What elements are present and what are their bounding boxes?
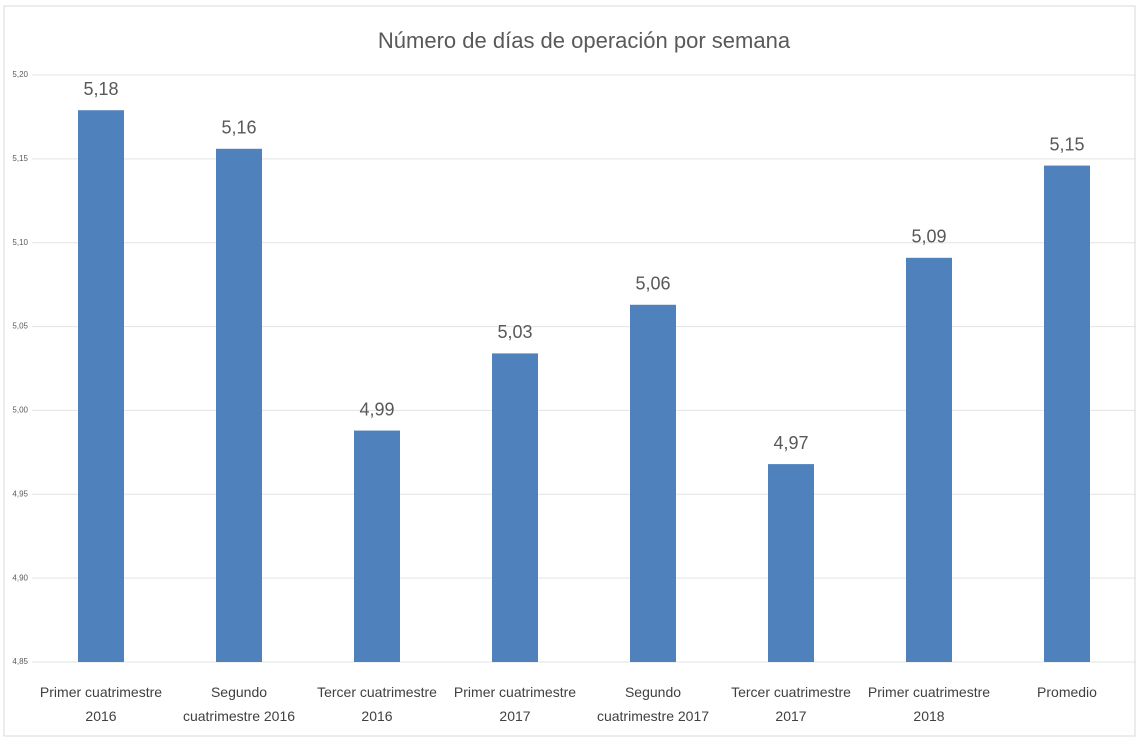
data-label: 5,09 [911,227,946,247]
bar [1044,165,1090,662]
data-label: 4,97 [773,433,808,453]
y-tick-label: 5,15 [12,154,28,163]
data-label: 5,18 [83,79,118,99]
data-label: 5,15 [1049,134,1084,154]
y-tick-label: 5,05 [12,322,28,331]
y-tick-label: 4,85 [12,657,28,666]
data-label: 5,16 [221,118,256,138]
bar [630,304,676,662]
chart-border [3,5,1136,737]
data-label: 4,99 [359,399,394,419]
y-tick-label: 4,90 [12,573,28,582]
x-tick-label: Segundo cuatrimestre 2016 [182,684,296,724]
y-tick-label: 4,95 [12,489,28,498]
x-tick-label: Primer cuatrimestre 2016 [39,684,163,724]
x-tick-label: Tercer cuatrimestre 2016 [317,684,437,724]
bar [906,257,952,662]
bar [216,148,262,662]
bar [78,110,124,663]
bar [492,353,538,662]
bar [354,430,400,662]
chart-title: Número de días de operación por semana [378,28,791,53]
data-label: 5,03 [497,322,532,342]
data-label: 5,06 [635,274,670,294]
y-tick-label: 5,10 [12,238,28,247]
x-tick-label: Segundo cuatrimestre 2017 [596,684,710,724]
x-tick-label: Promedio [1037,684,1097,700]
x-tick-label: Primer cuatrimestre 2017 [453,684,577,724]
y-tick-label: 5,00 [12,406,28,415]
x-tick-label: Primer cuatrimestre 2018 [867,684,991,724]
bar [768,464,814,662]
x-tick-label: Tercer cuatrimestre 2017 [731,684,851,724]
y-tick-label: 5,20 [12,70,28,79]
